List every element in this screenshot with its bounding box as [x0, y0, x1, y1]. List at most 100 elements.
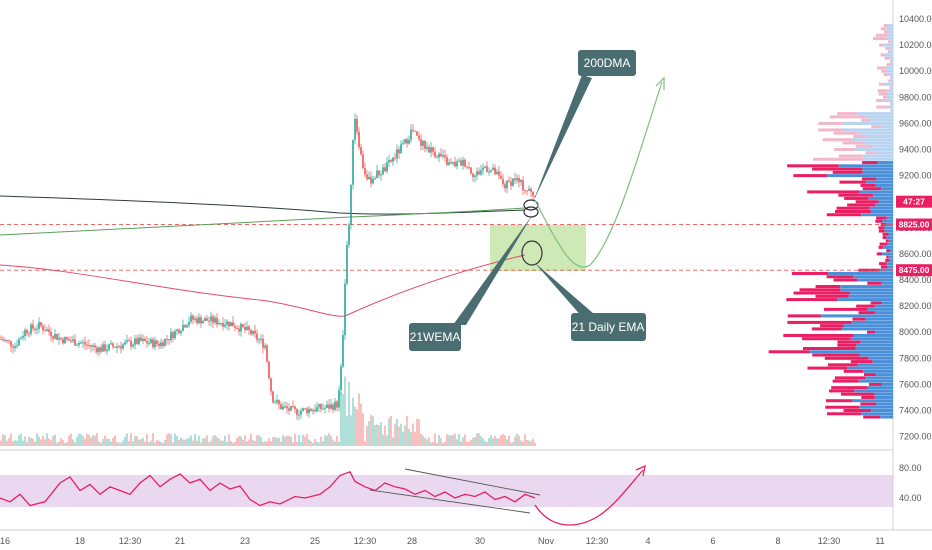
- candle-body: [218, 323, 220, 325]
- candle-body: [438, 153, 440, 158]
- candle-body: [190, 315, 192, 322]
- candle-body: [252, 330, 254, 335]
- candle-body: [470, 167, 472, 174]
- time-tick-label: 30: [475, 536, 485, 546]
- volume-profile-bar-buy: [874, 311, 893, 315]
- candle-body: [472, 173, 474, 178]
- candle-body: [214, 317, 216, 323]
- volume-profile-bar-buy: [888, 255, 893, 259]
- candle-body: [78, 342, 80, 345]
- candle-body: [488, 171, 490, 173]
- volume-bar: [8, 438, 10, 446]
- volume-profile-bar-sell: [829, 389, 855, 393]
- volume-profile-bar-buy: [868, 196, 893, 200]
- candle-body: [4, 340, 6, 342]
- time-tick-label: 12:30: [818, 536, 841, 546]
- volume-profile-bar-buy: [890, 63, 893, 67]
- volume-profile-bar-buy: [875, 373, 893, 377]
- volume-bar: [118, 442, 120, 446]
- volume-bar: [112, 437, 114, 446]
- volume-profile-bar-buy: [876, 151, 893, 155]
- volume-profile-bar-buy: [855, 347, 893, 351]
- candle-body: [6, 340, 8, 342]
- volume-bar: [100, 442, 102, 446]
- candle-body: [366, 174, 368, 180]
- volume-bar: [350, 415, 352, 446]
- volume-profile-bar-buy: [887, 265, 893, 269]
- candle-body: [350, 184, 352, 225]
- time-tick-label: 18: [75, 536, 85, 546]
- candle-body: [306, 408, 308, 414]
- volume-bar: [288, 435, 290, 446]
- volume-bar: [168, 433, 170, 446]
- volume-profile-bar-buy: [891, 102, 893, 106]
- volume-bar: [164, 439, 166, 446]
- volume-bar: [392, 437, 394, 446]
- volume-bar: [252, 439, 254, 446]
- volume-bar: [90, 437, 92, 446]
- volume-profile-bar-buy: [881, 301, 893, 305]
- volume-profile-bar-sell: [834, 376, 866, 380]
- volume-bar: [82, 436, 84, 446]
- candle-body: [440, 153, 442, 157]
- candle-body: [386, 162, 388, 172]
- volume-profile-bar-sell: [883, 72, 888, 76]
- volume-profile-bar-sell: [883, 24, 887, 28]
- volume-profile-bar-buy: [856, 343, 893, 347]
- volume-profile-bar-buy: [874, 304, 893, 308]
- candle-body: [518, 178, 520, 182]
- candle-body: [60, 337, 62, 339]
- candle-body: [282, 406, 284, 410]
- volume-bar: [122, 440, 124, 446]
- volume-profile-bar-sell: [847, 203, 876, 207]
- candle-body: [40, 322, 42, 326]
- price-tick-label: 7800.00: [899, 353, 932, 363]
- volume-bar: [160, 442, 162, 446]
- candle-body: [486, 166, 488, 172]
- volume-profile-bar-sell: [832, 379, 859, 383]
- volume-bar: [294, 433, 296, 446]
- volume-bar: [514, 436, 516, 446]
- volume-bar: [432, 441, 434, 446]
- volume-bar: [182, 439, 184, 446]
- candle-body: [302, 408, 304, 412]
- volume-profile-bar-sell: [861, 118, 871, 122]
- volume-bar: [116, 441, 118, 446]
- candle-body: [42, 325, 44, 331]
- volume-bar: [486, 441, 488, 446]
- volume-profile-bar-sell: [878, 226, 885, 230]
- volume-profile-bar-buy: [860, 340, 893, 344]
- candle-body: [484, 166, 486, 168]
- candle-body: [24, 329, 26, 337]
- volume-bar: [438, 434, 440, 446]
- volume-bar: [44, 439, 46, 446]
- volume-bar: [452, 435, 454, 446]
- volume-bar: [468, 441, 470, 446]
- volume-profile-bar-sell: [825, 405, 860, 409]
- volume-profile-bar-sell: [862, 187, 882, 191]
- volume-profile-bar-sell: [880, 265, 888, 269]
- volume-profile-bar-buy: [852, 138, 893, 142]
- volume-bar: [138, 439, 140, 446]
- candle-body: [336, 401, 338, 408]
- volume-bar: [422, 435, 424, 446]
- volume-profile-bar-buy: [886, 33, 893, 37]
- volume-bar: [334, 441, 336, 446]
- candle-body: [178, 329, 180, 334]
- volume-profile-bar-buy: [863, 141, 893, 145]
- candle-body: [498, 171, 500, 176]
- volume-bar: [356, 409, 358, 446]
- candle-body: [430, 147, 432, 153]
- volume-bar: [378, 425, 380, 446]
- candle-body: [342, 335, 344, 367]
- volume-bar: [278, 437, 280, 446]
- volume-bar: [330, 435, 332, 446]
- volume-bar: [206, 435, 208, 446]
- candle-body: [490, 170, 492, 172]
- price-tick-label: 8600.00: [899, 249, 932, 259]
- candle-body: [86, 344, 88, 346]
- volume-profile-bar-sell: [877, 66, 886, 70]
- volume-profile-bar-sell: [837, 112, 857, 116]
- volume-profile-bar-sell: [802, 347, 856, 351]
- volume-bar: [480, 435, 482, 446]
